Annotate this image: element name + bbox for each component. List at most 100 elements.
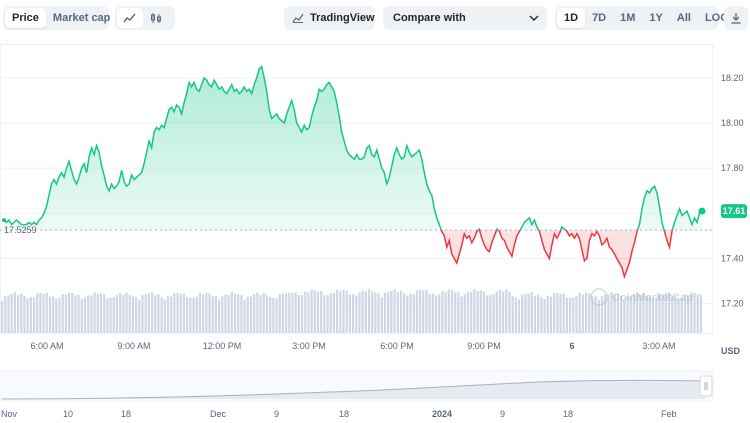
- volume-bar: [460, 296, 463, 333]
- volume-bar: [224, 294, 227, 333]
- volume-bar: [387, 292, 390, 333]
- nav-tick: 9: [274, 409, 279, 419]
- volume-bar: [463, 294, 466, 333]
- volume-bar: [230, 292, 233, 333]
- navigator[interactable]: [0, 370, 714, 402]
- volume-bar: [651, 297, 655, 333]
- volume-bar: [559, 293, 562, 333]
- tradingview-icon: [292, 13, 304, 23]
- volume-bar: [495, 291, 498, 333]
- volume-bar: [562, 293, 565, 333]
- volume-bar: [205, 292, 208, 333]
- volume-bar: [597, 299, 600, 333]
- volume-bar: [457, 292, 460, 333]
- volume-bar: [128, 294, 131, 333]
- volume-bar: [249, 296, 253, 333]
- nav-tick: 9: [500, 409, 505, 419]
- volume-bar: [549, 296, 553, 333]
- range-all[interactable]: All: [676, 12, 691, 24]
- volume-bar: [425, 289, 428, 333]
- volume-bar: [390, 290, 393, 333]
- volume-bar: [537, 294, 540, 333]
- volume-bar: [135, 297, 138, 333]
- compare-select[interactable]: Compare with: [383, 6, 547, 30]
- volume-bar: [584, 292, 588, 333]
- range-log[interactable]: LOG: [704, 12, 729, 24]
- nav-tick: Nov: [1, 409, 18, 419]
- volume-bar: [632, 293, 635, 333]
- volume-bar: [371, 291, 374, 333]
- volume-bar: [581, 294, 584, 333]
- volume-bar: [259, 294, 262, 333]
- range-7d[interactable]: 7D: [592, 12, 607, 24]
- volume-bar: [87, 295, 90, 333]
- volume-bar: [326, 295, 329, 333]
- candlestick-icon[interactable]: [143, 8, 169, 28]
- volume-bar: [256, 292, 259, 333]
- volume-bar: [115, 294, 119, 333]
- tab-market-cap[interactable]: Market cap: [52, 12, 111, 24]
- volume-bar: [45, 292, 48, 333]
- volume-bar: [380, 297, 383, 333]
- volume-bar: [202, 294, 205, 333]
- volume-bar: [575, 296, 578, 333]
- volume-bar: [211, 296, 214, 333]
- volume-bar: [661, 293, 664, 333]
- volume-bar: [655, 298, 658, 333]
- volume-bar: [543, 298, 546, 333]
- volume-bar: [664, 293, 667, 333]
- volume-bar: [358, 292, 361, 333]
- chevron-down-icon: [529, 15, 539, 21]
- tradingview-button[interactable]: TradingView: [284, 6, 375, 30]
- x-tick-label: 12:00 PM: [203, 341, 242, 351]
- volume-bar: [99, 293, 103, 333]
- range-1d[interactable]: 1D: [557, 8, 586, 28]
- volume-bar: [141, 294, 144, 333]
- volume-bar: [613, 294, 616, 333]
- line-chart-icon[interactable]: [117, 8, 143, 28]
- volume-bar: [291, 293, 294, 333]
- volume-bar: [243, 299, 246, 333]
- volume-bar: [623, 299, 626, 333]
- volume-bar: [530, 292, 533, 333]
- x-tick-label: 9:00 AM: [117, 341, 150, 351]
- navigator-handle[interactable]: [699, 375, 713, 397]
- volume-bar: [578, 292, 581, 333]
- volume-bar: [364, 291, 367, 333]
- volume-bar: [166, 295, 170, 333]
- volume-bar: [517, 299, 521, 333]
- volume-bar: [246, 296, 249, 333]
- volume-bar: [610, 292, 613, 333]
- volume-bar: [23, 295, 26, 333]
- volume-bar: [514, 297, 517, 333]
- area-fill-above: [4, 66, 702, 231]
- volume-bar: [450, 290, 454, 333]
- range-1y[interactable]: 1Y: [649, 12, 663, 24]
- volume-bar: [428, 293, 431, 333]
- volume-bar: [658, 293, 661, 333]
- volume-bar: [182, 293, 186, 333]
- volume-bar: [607, 294, 610, 333]
- nav-tick: Feb: [661, 409, 677, 419]
- volume-bar: [377, 293, 380, 333]
- volume-bar: [591, 296, 594, 333]
- volume-bar: [10, 293, 13, 333]
- volume-bar: [399, 290, 403, 333]
- volume-bar: [367, 289, 371, 333]
- volume-bar: [227, 294, 230, 333]
- volume-bar: [687, 295, 690, 333]
- range-1m[interactable]: 1M: [620, 12, 636, 24]
- volume-bar: [294, 292, 297, 333]
- volume-bar: [345, 290, 348, 333]
- volume-bar: [39, 293, 42, 333]
- volume-bar: [186, 297, 189, 333]
- nav-tick: 18: [339, 409, 349, 419]
- volume-bar: [112, 297, 115, 333]
- volume-bar: [272, 297, 275, 333]
- volume-bar: [281, 293, 284, 333]
- download-button[interactable]: [724, 6, 748, 30]
- volume-bar: [61, 293, 64, 333]
- tab-price[interactable]: Price: [5, 8, 46, 28]
- y-tick-label: 17.40: [721, 253, 744, 263]
